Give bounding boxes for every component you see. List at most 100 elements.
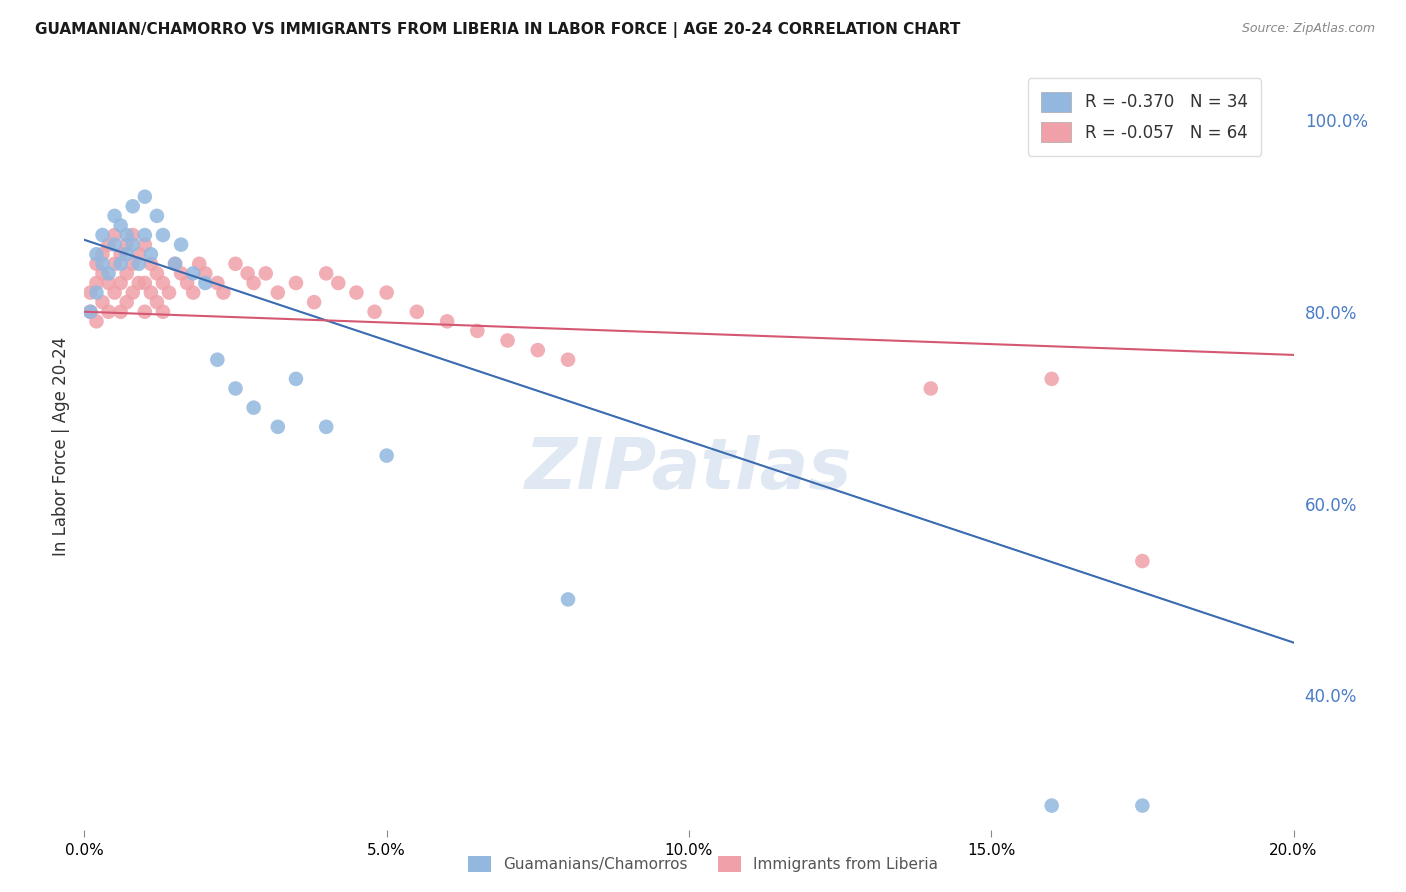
Point xyxy=(194,276,217,290)
Point xyxy=(104,257,127,271)
Point xyxy=(146,267,169,281)
Text: GUAMANIAN/CHAMORRO VS IMMIGRANTS FROM LIBERIA IN LABOR FORCE | AGE 20-24 CORRELA: GUAMANIAN/CHAMORRO VS IMMIGRANTS FROM LI… xyxy=(35,22,960,38)
Point xyxy=(375,285,398,300)
Point xyxy=(181,285,204,300)
Point xyxy=(242,276,264,290)
Point xyxy=(86,257,108,271)
Point xyxy=(134,304,156,318)
Point xyxy=(97,237,120,252)
Point xyxy=(1130,798,1153,813)
Point xyxy=(110,304,132,318)
Point xyxy=(128,247,150,261)
Point xyxy=(104,209,127,223)
Point xyxy=(86,285,108,300)
Point xyxy=(134,276,156,290)
Point xyxy=(86,276,108,290)
Point xyxy=(121,257,143,271)
Point xyxy=(128,257,150,271)
Point xyxy=(146,209,169,223)
Point xyxy=(79,285,101,300)
Point xyxy=(121,199,143,213)
Point xyxy=(115,237,138,252)
Point xyxy=(97,276,120,290)
Point xyxy=(170,267,193,281)
Point xyxy=(1130,554,1153,568)
Point xyxy=(86,314,108,328)
Point xyxy=(170,237,193,252)
Point xyxy=(557,592,579,607)
Point xyxy=(97,267,120,281)
Point xyxy=(115,247,138,261)
Point xyxy=(165,257,187,271)
Point xyxy=(139,285,162,300)
Point xyxy=(527,343,550,357)
Point xyxy=(375,449,398,463)
Point xyxy=(436,314,458,328)
Point xyxy=(254,267,277,281)
Point xyxy=(315,267,337,281)
Point xyxy=(134,237,156,252)
Point xyxy=(91,247,114,261)
Point xyxy=(104,285,127,300)
Point xyxy=(115,295,138,310)
Point xyxy=(110,257,132,271)
Point xyxy=(134,227,156,242)
Point xyxy=(346,285,368,300)
Point xyxy=(236,267,259,281)
Point xyxy=(91,257,114,271)
Point xyxy=(267,419,290,434)
Point xyxy=(86,247,108,261)
Point xyxy=(194,267,217,281)
Point xyxy=(115,227,138,242)
Point xyxy=(207,352,229,367)
Point xyxy=(285,276,308,290)
Point xyxy=(557,352,579,367)
Point xyxy=(115,267,138,281)
Point xyxy=(212,285,235,300)
Point xyxy=(139,257,162,271)
Legend: R = -0.370   N = 34, R = -0.057   N = 64: R = -0.370 N = 34, R = -0.057 N = 64 xyxy=(1028,78,1261,156)
Point xyxy=(406,304,429,318)
Point xyxy=(181,267,204,281)
Legend: Guamanians/Chamorros, Immigrants from Liberia: Guamanians/Chamorros, Immigrants from Li… xyxy=(460,848,946,880)
Point xyxy=(91,227,114,242)
Point xyxy=(157,285,180,300)
Point xyxy=(467,324,489,338)
Point xyxy=(91,267,114,281)
Point xyxy=(176,276,198,290)
Point xyxy=(134,189,156,203)
Point xyxy=(91,295,114,310)
Point xyxy=(97,304,120,318)
Point xyxy=(139,247,162,261)
Point xyxy=(104,237,127,252)
Point xyxy=(496,334,519,348)
Point xyxy=(79,304,101,318)
Point xyxy=(1040,798,1063,813)
Point xyxy=(302,295,325,310)
Point xyxy=(152,304,174,318)
Point xyxy=(110,247,132,261)
Point xyxy=(242,401,264,415)
Point xyxy=(285,372,308,386)
Point xyxy=(104,227,127,242)
Point xyxy=(225,382,247,396)
Point xyxy=(146,295,169,310)
Point xyxy=(315,419,337,434)
Point xyxy=(110,276,132,290)
Point xyxy=(121,237,143,252)
Text: ZIPatlas: ZIPatlas xyxy=(526,434,852,503)
Point xyxy=(1040,372,1063,386)
Point xyxy=(328,276,350,290)
Point xyxy=(152,276,174,290)
Point xyxy=(363,304,385,318)
Text: Source: ZipAtlas.com: Source: ZipAtlas.com xyxy=(1241,22,1375,36)
Point xyxy=(121,227,143,242)
Point xyxy=(110,219,132,233)
Y-axis label: In Labor Force | Age 20-24: In Labor Force | Age 20-24 xyxy=(52,336,70,556)
Point xyxy=(128,276,150,290)
Point xyxy=(920,382,942,396)
Point xyxy=(152,227,174,242)
Point xyxy=(267,285,290,300)
Point xyxy=(188,257,211,271)
Point xyxy=(79,304,101,318)
